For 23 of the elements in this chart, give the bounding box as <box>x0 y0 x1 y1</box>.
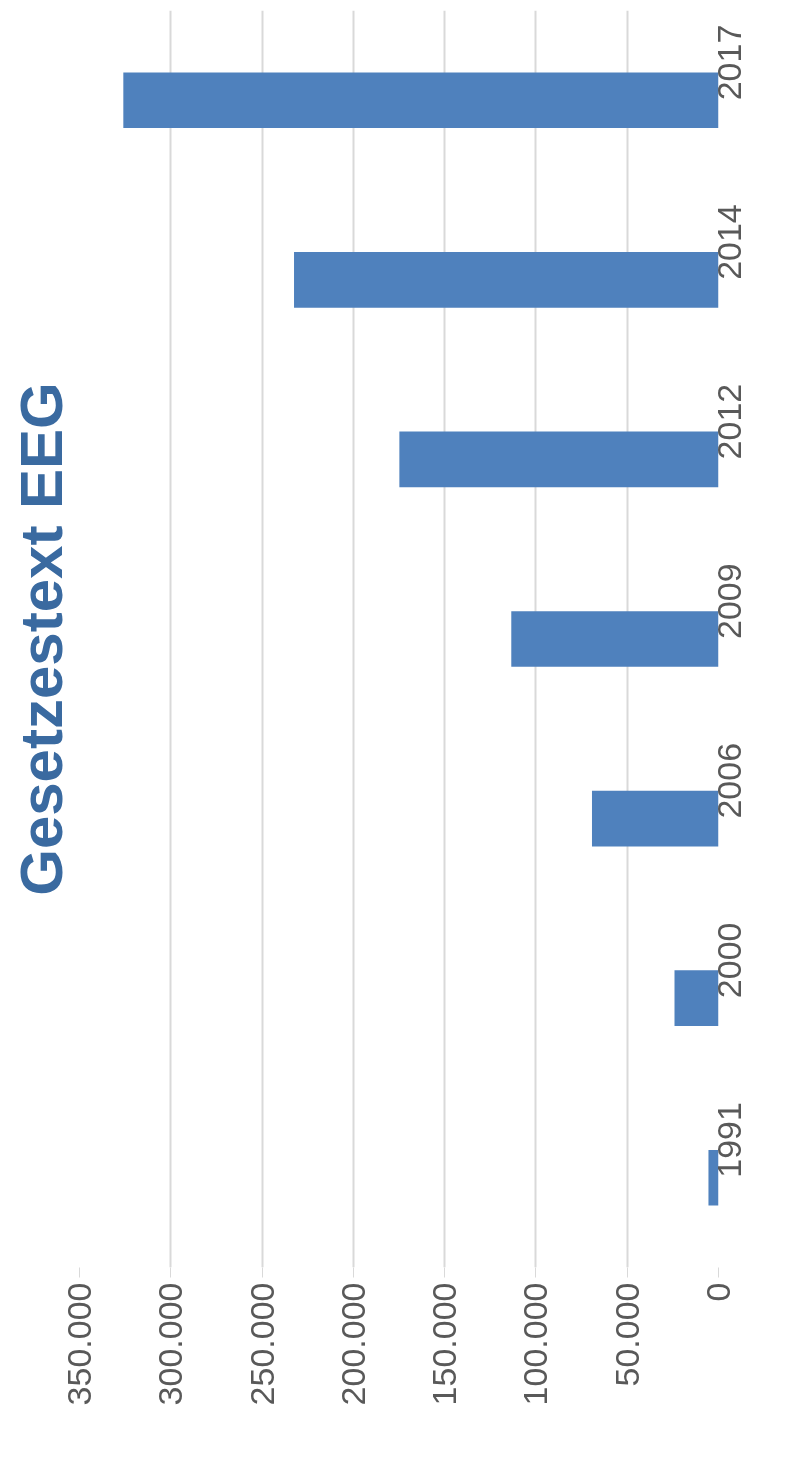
bar <box>123 72 719 129</box>
y-tick-label: 2006 <box>710 742 748 819</box>
y-tick-label: 2000 <box>710 922 748 999</box>
y-tick-label: 1991 <box>710 1102 748 1178</box>
bar <box>294 252 719 308</box>
bar <box>511 611 719 667</box>
y-tick-label: 2014 <box>710 204 748 280</box>
x-tick-label: 300.000 <box>151 1282 190 1406</box>
x-tick-label: 100.000 <box>516 1282 555 1406</box>
bar <box>399 431 719 488</box>
bar <box>708 1149 719 1206</box>
y-tick-label: 2009 <box>710 563 748 639</box>
x-tick-label: 350.000 <box>60 1282 98 1406</box>
x-tick-label: 200.000 <box>333 1282 372 1406</box>
text: Gesetzestext EEG <box>7 382 75 896</box>
x-tick-label: 0 <box>699 1282 737 1302</box>
bar <box>591 790 719 847</box>
y-tick-label: 2012 <box>710 383 748 460</box>
y-tick-label: 2017 <box>710 24 748 101</box>
bar <box>674 970 719 1026</box>
x-tick-label: 250.000 <box>242 1282 281 1406</box>
x-tick-label: 50.000 <box>607 1282 646 1387</box>
x-tick-label: 150.000 <box>425 1282 464 1406</box>
